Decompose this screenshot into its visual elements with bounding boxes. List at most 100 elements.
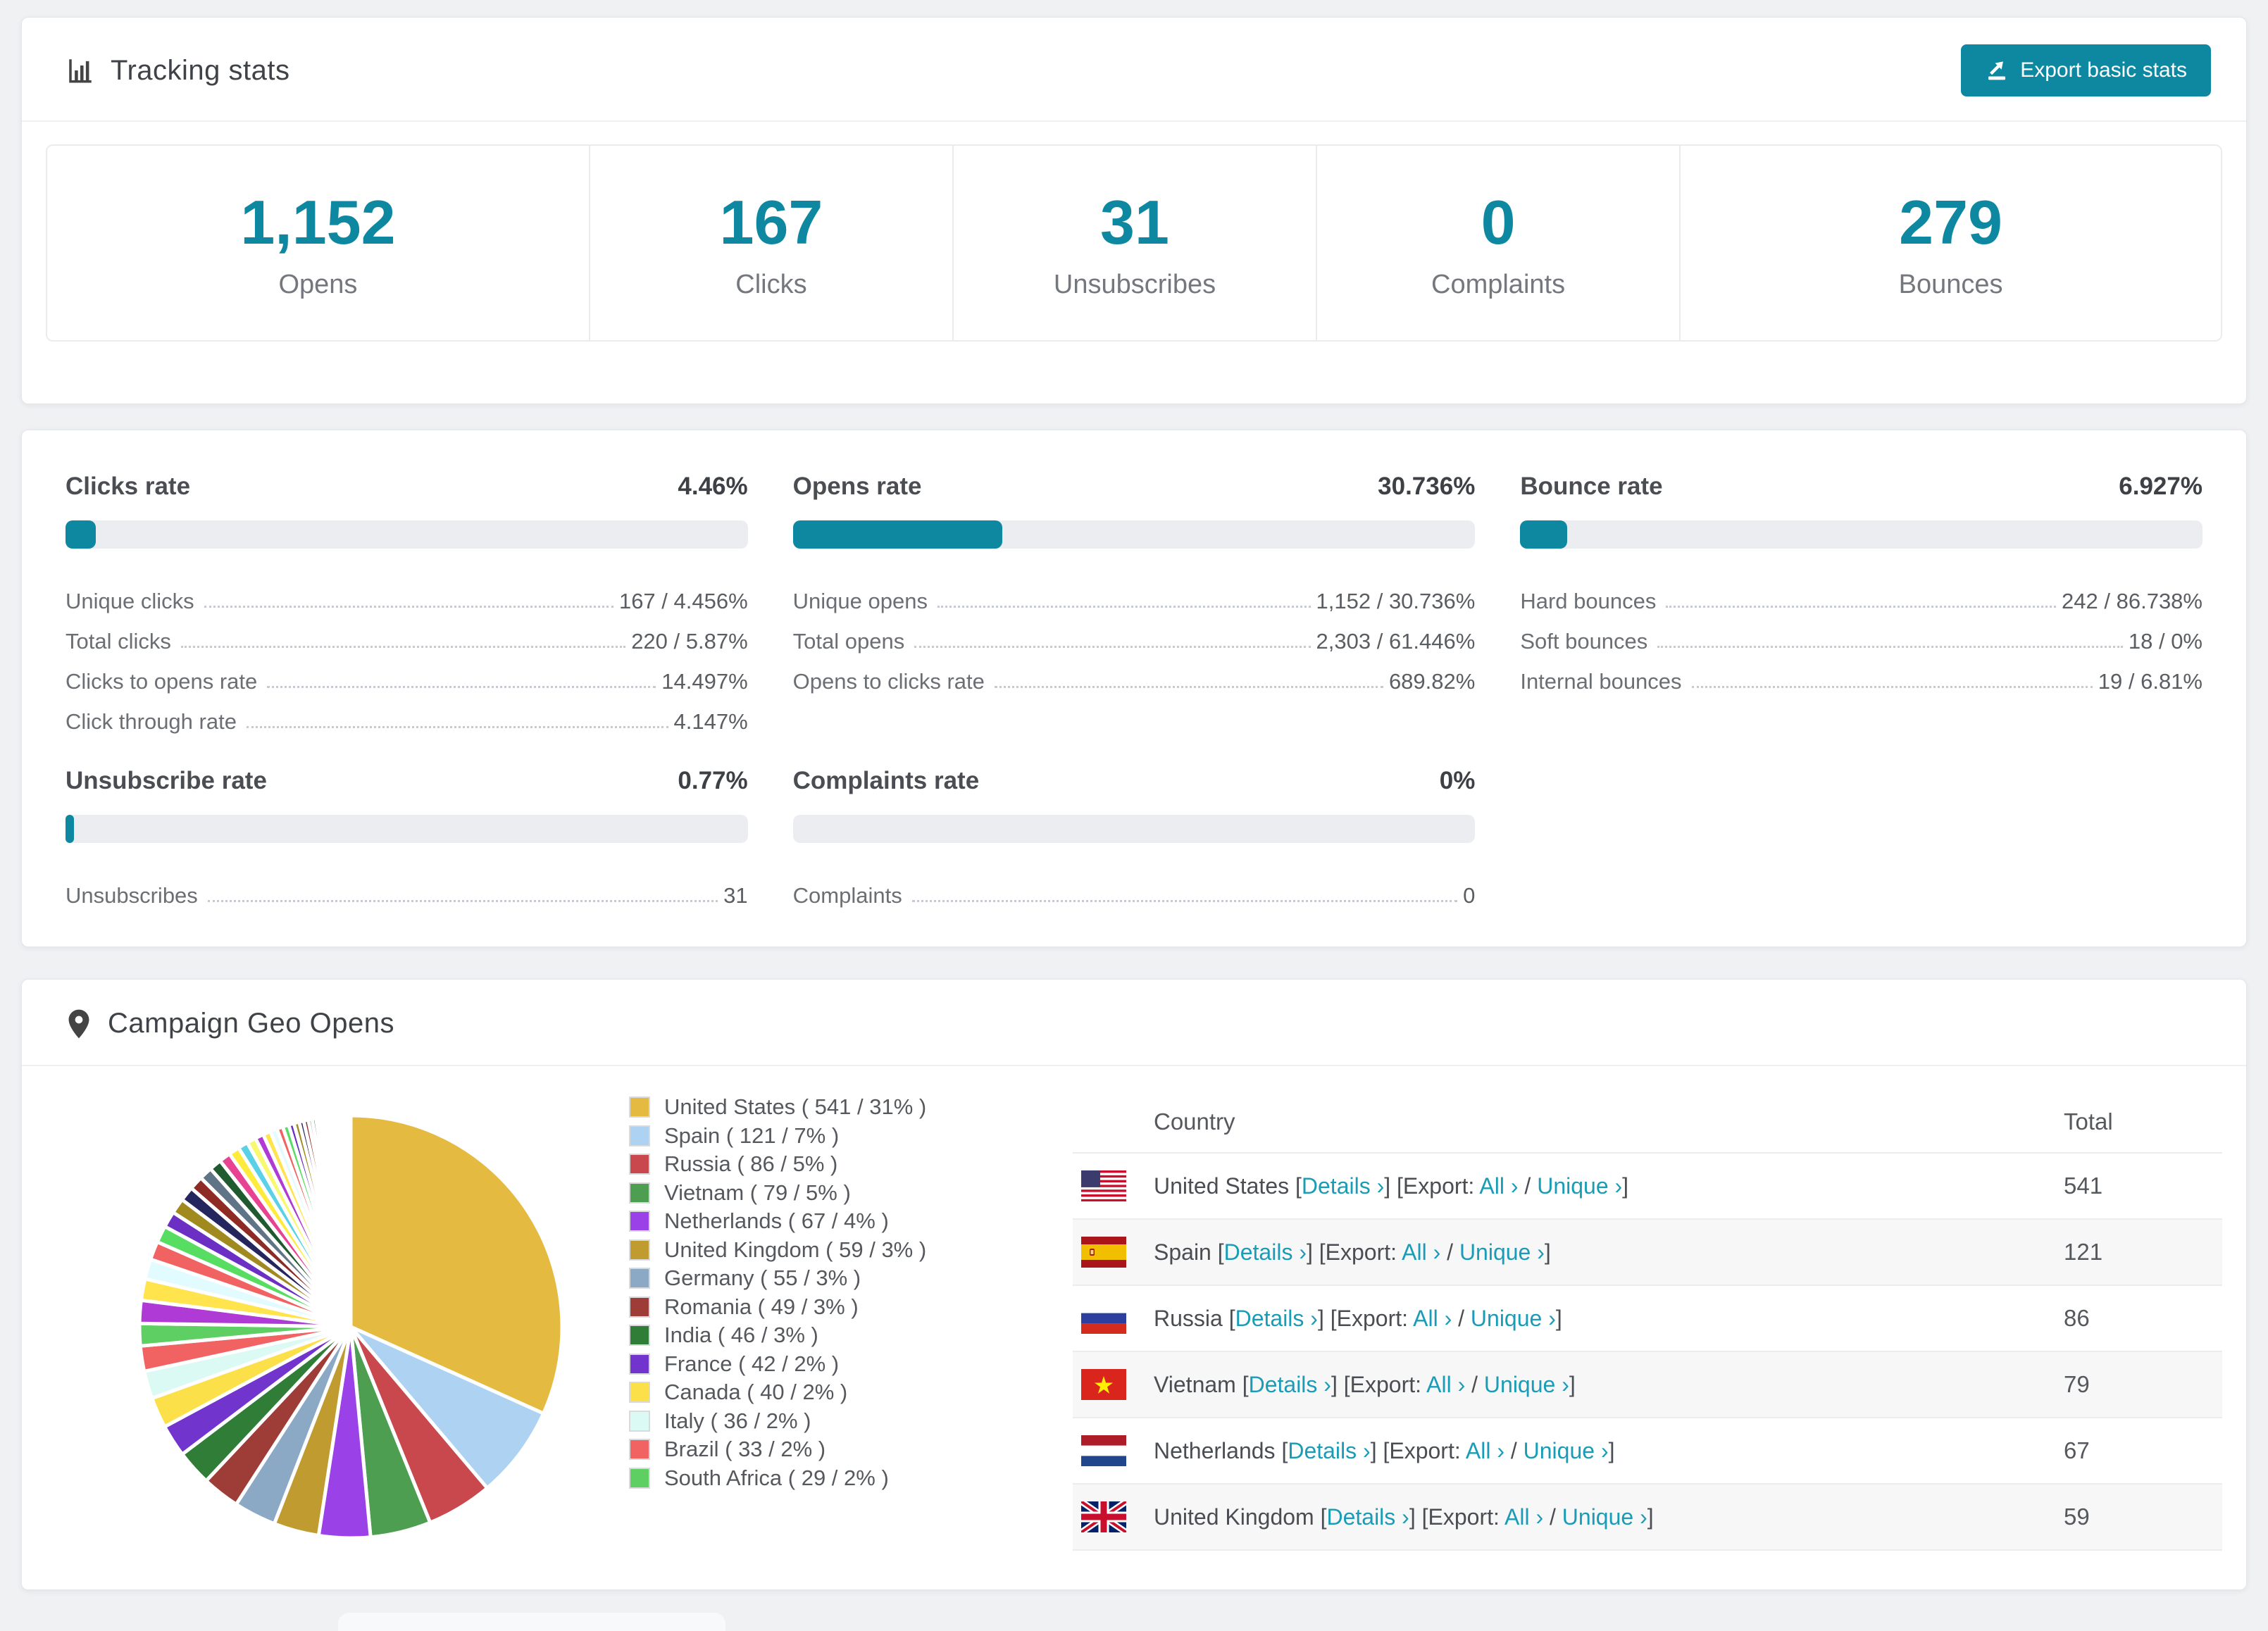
legend-swatch <box>629 1325 650 1346</box>
stat-value-clicks: 167 <box>719 187 823 257</box>
export-unique-link-russia[interactable]: Unique › <box>1470 1305 1556 1331</box>
legend-label: Vietnam ( 79 / 5% ) <box>664 1180 851 1205</box>
legend-label: Brazil ( 33 / 2% ) <box>664 1437 826 1462</box>
dotted-leader <box>1666 606 2057 608</box>
country-cell-vietnam: Vietnam [Details ›] [Export: All › / Uni… <box>1154 1371 1576 1397</box>
rate-title: Clicks rate <box>66 473 191 500</box>
stat-label-complaints: Complaints <box>1431 269 1566 299</box>
legend-swatch <box>629 1125 650 1146</box>
rate-row-value: 19 / 6.81% <box>2098 669 2202 694</box>
flag-spain-icon <box>1081 1237 1126 1268</box>
dotted-leader <box>1657 646 2123 648</box>
legend-swatch <box>629 1211 650 1232</box>
rate-title: Unsubscribe rate <box>66 767 267 794</box>
legend-item-italy: Italy ( 36 / 2% ) <box>629 1407 1023 1436</box>
legend-swatch <box>629 1096 650 1118</box>
rate-title: Bounce rate <box>1520 473 1663 500</box>
legend-item-united-kingdom: United Kingdom ( 59 / 3% ) <box>629 1236 1023 1265</box>
dotted-leader <box>267 686 656 688</box>
rate-head-clicks-rate: Clicks rate 4.46% <box>66 473 748 501</box>
stat-box-clicks: 167 Clicks <box>588 146 952 340</box>
country-cell-netherlands: Netherlands [Details ›] [Export: All › /… <box>1154 1437 1615 1463</box>
export-all-link-united-kingdom[interactable]: All › <box>1504 1504 1544 1530</box>
export-unique-link-netherlands[interactable]: Unique › <box>1523 1437 1609 1463</box>
table-row-netherlands: Netherlands [Details ›] [Export: All › /… <box>1073 1417 2222 1483</box>
export-all-link-netherlands[interactable]: All › <box>1465 1437 1504 1463</box>
legend-item-germany: Germany ( 55 / 3% ) <box>629 1264 1023 1293</box>
legend-item-russia: Russia ( 86 / 5% ) <box>629 1150 1023 1179</box>
rate-head-unsubscribe-rate: Unsubscribe rate 0.77% <box>66 767 748 795</box>
country-cell-united-states: United States [Details ›] [Export: All ›… <box>1154 1173 1629 1199</box>
rate-row-label: Complaints <box>792 883 902 908</box>
rate-row-unique-clicks: Unique clicks 167 / 4.456% <box>66 574 748 614</box>
legend-label: South Africa ( 29 / 2% ) <box>664 1465 889 1490</box>
export-all-link-russia[interactable]: All › <box>1413 1305 1452 1331</box>
legend-swatch <box>629 1154 650 1175</box>
country-name: Vietnam <box>1154 1371 1236 1397</box>
rate-rows: Unique clicks 167 / 4.456% Total clicks 220… <box>66 574 748 735</box>
legend-item-romania: Romania ( 49 / 3% ) <box>629 1293 1023 1322</box>
rates-card: Clicks rate 4.46% Unique clicks 167 / 4.456… <box>21 430 2247 947</box>
flag-united-kingdom-icon <box>1081 1501 1126 1532</box>
stat-label-unsubscribes: Unsubscribes <box>1053 269 1216 299</box>
legend-label: Italy ( 36 / 2% ) <box>664 1408 811 1433</box>
progress-bar-complaints-rate <box>792 815 1476 843</box>
rate-row-value: 31 <box>723 883 748 908</box>
dotted-leader <box>911 900 1458 902</box>
rate-row-internal-bounces: Internal bounces 19 / 6.81% <box>1520 654 2202 694</box>
rate-row-label: Clicks to opens rate <box>66 669 258 694</box>
rate-row-complaints: Complaints 0 <box>793 868 1476 908</box>
details-link-united-states[interactable]: Details › <box>1301 1173 1385 1199</box>
rate-row-soft-bounces: Soft bounces 18 / 0% <box>1520 614 2202 654</box>
rate-row-unique-opens: Unique opens 1,152 / 30.736% <box>793 574 1476 614</box>
rate-rows: Complaints 0 <box>793 868 1476 908</box>
map-pin-icon <box>68 1009 89 1038</box>
stat-label-opens: Opens <box>278 269 358 299</box>
rate-row-total-clicks: Total clicks 220 / 5.87% <box>66 614 748 654</box>
rate-title: Complaints rate <box>792 767 980 794</box>
total-cell-russia: 86 <box>2064 1305 2090 1331</box>
total-cell-united-states: 541 <box>2064 1173 2103 1199</box>
details-link-russia[interactable]: Details › <box>1235 1305 1318 1331</box>
rate-block-bounce-rate: Bounce rate 6.927% Hard bounces 242 / 86.73… <box>1520 473 2202 735</box>
details-link-netherlands[interactable]: Details › <box>1288 1437 1371 1463</box>
footer-peek <box>338 1613 725 1631</box>
export-basic-stats-button[interactable]: Export basic stats <box>1961 44 2211 96</box>
rate-value: 4.46% <box>678 473 748 500</box>
dotted-leader <box>994 686 1383 688</box>
legend-swatch <box>629 1410 650 1432</box>
progress-bar-fill <box>66 815 74 843</box>
details-link-vietnam[interactable]: Details › <box>1248 1371 1331 1397</box>
rate-head-bounce-rate: Bounce rate 6.927% <box>1520 473 2202 501</box>
pie-slice-other-48 <box>348 1113 353 1329</box>
export-unique-link-united-kingdom[interactable]: Unique › <box>1562 1504 1647 1530</box>
export-all-link-spain[interactable]: All › <box>1402 1239 1441 1265</box>
export-all-link-vietnam[interactable]: All › <box>1426 1371 1466 1397</box>
export-all-link-united-states[interactable]: All › <box>1479 1173 1519 1199</box>
export-unique-link-vietnam[interactable]: Unique › <box>1483 1371 1569 1397</box>
export-unique-link-spain[interactable]: Unique › <box>1459 1239 1545 1265</box>
legend-label: Spain ( 121 / 7% ) <box>664 1123 840 1148</box>
progress-bar-clicks-rate <box>66 520 748 549</box>
table-row-vietnam: Vietnam [Details ›] [Export: All › / Uni… <box>1073 1351 2222 1417</box>
details-link-united-kingdom[interactable]: Details › <box>1326 1504 1409 1530</box>
legend-swatch <box>629 1382 650 1404</box>
campaign-geo-opens-card: Campaign Geo Opens United States ( 541 /… <box>21 979 2247 1590</box>
geo-table: Country Total United States [Details ›] … <box>1073 1092 2222 1589</box>
rate-block-complaints-rate: Complaints rate 0% Complaints 0 <box>792 767 1476 908</box>
legend-swatch <box>629 1296 650 1318</box>
details-link-spain[interactable]: Details › <box>1223 1239 1307 1265</box>
legend-swatch <box>629 1239 650 1261</box>
stats-row: 1,152 Opens 167 Clicks 31 Unsubscribes 0 Compla… <box>46 144 2222 342</box>
rate-row-label: Total opens <box>792 629 905 654</box>
progress-bar-unsubscribe-rate <box>66 815 748 843</box>
legend-item-spain: Spain ( 121 / 7% ) <box>629 1122 1023 1151</box>
rate-row-opens-to-clicks-rate: Opens to clicks rate 689.82% <box>793 654 1476 694</box>
export-unique-link-united-states[interactable]: Unique › <box>1537 1173 1623 1199</box>
rate-block-unsubscribe-rate: Unsubscribe rate 0.77% Unsubscribes 31 <box>66 767 748 908</box>
rate-block-opens-rate: Opens rate 30.736% Unique opens 1,152 / 30.… <box>792 473 1476 735</box>
legend-label: India ( 46 / 3% ) <box>664 1323 818 1348</box>
column-header-total: Total <box>2064 1108 2113 1135</box>
tracking-stats-title-wrap: Tracking stats <box>66 55 289 87</box>
rates-grid: Clicks rate 4.46% Unique clicks 167 / 4.456… <box>66 473 2202 908</box>
